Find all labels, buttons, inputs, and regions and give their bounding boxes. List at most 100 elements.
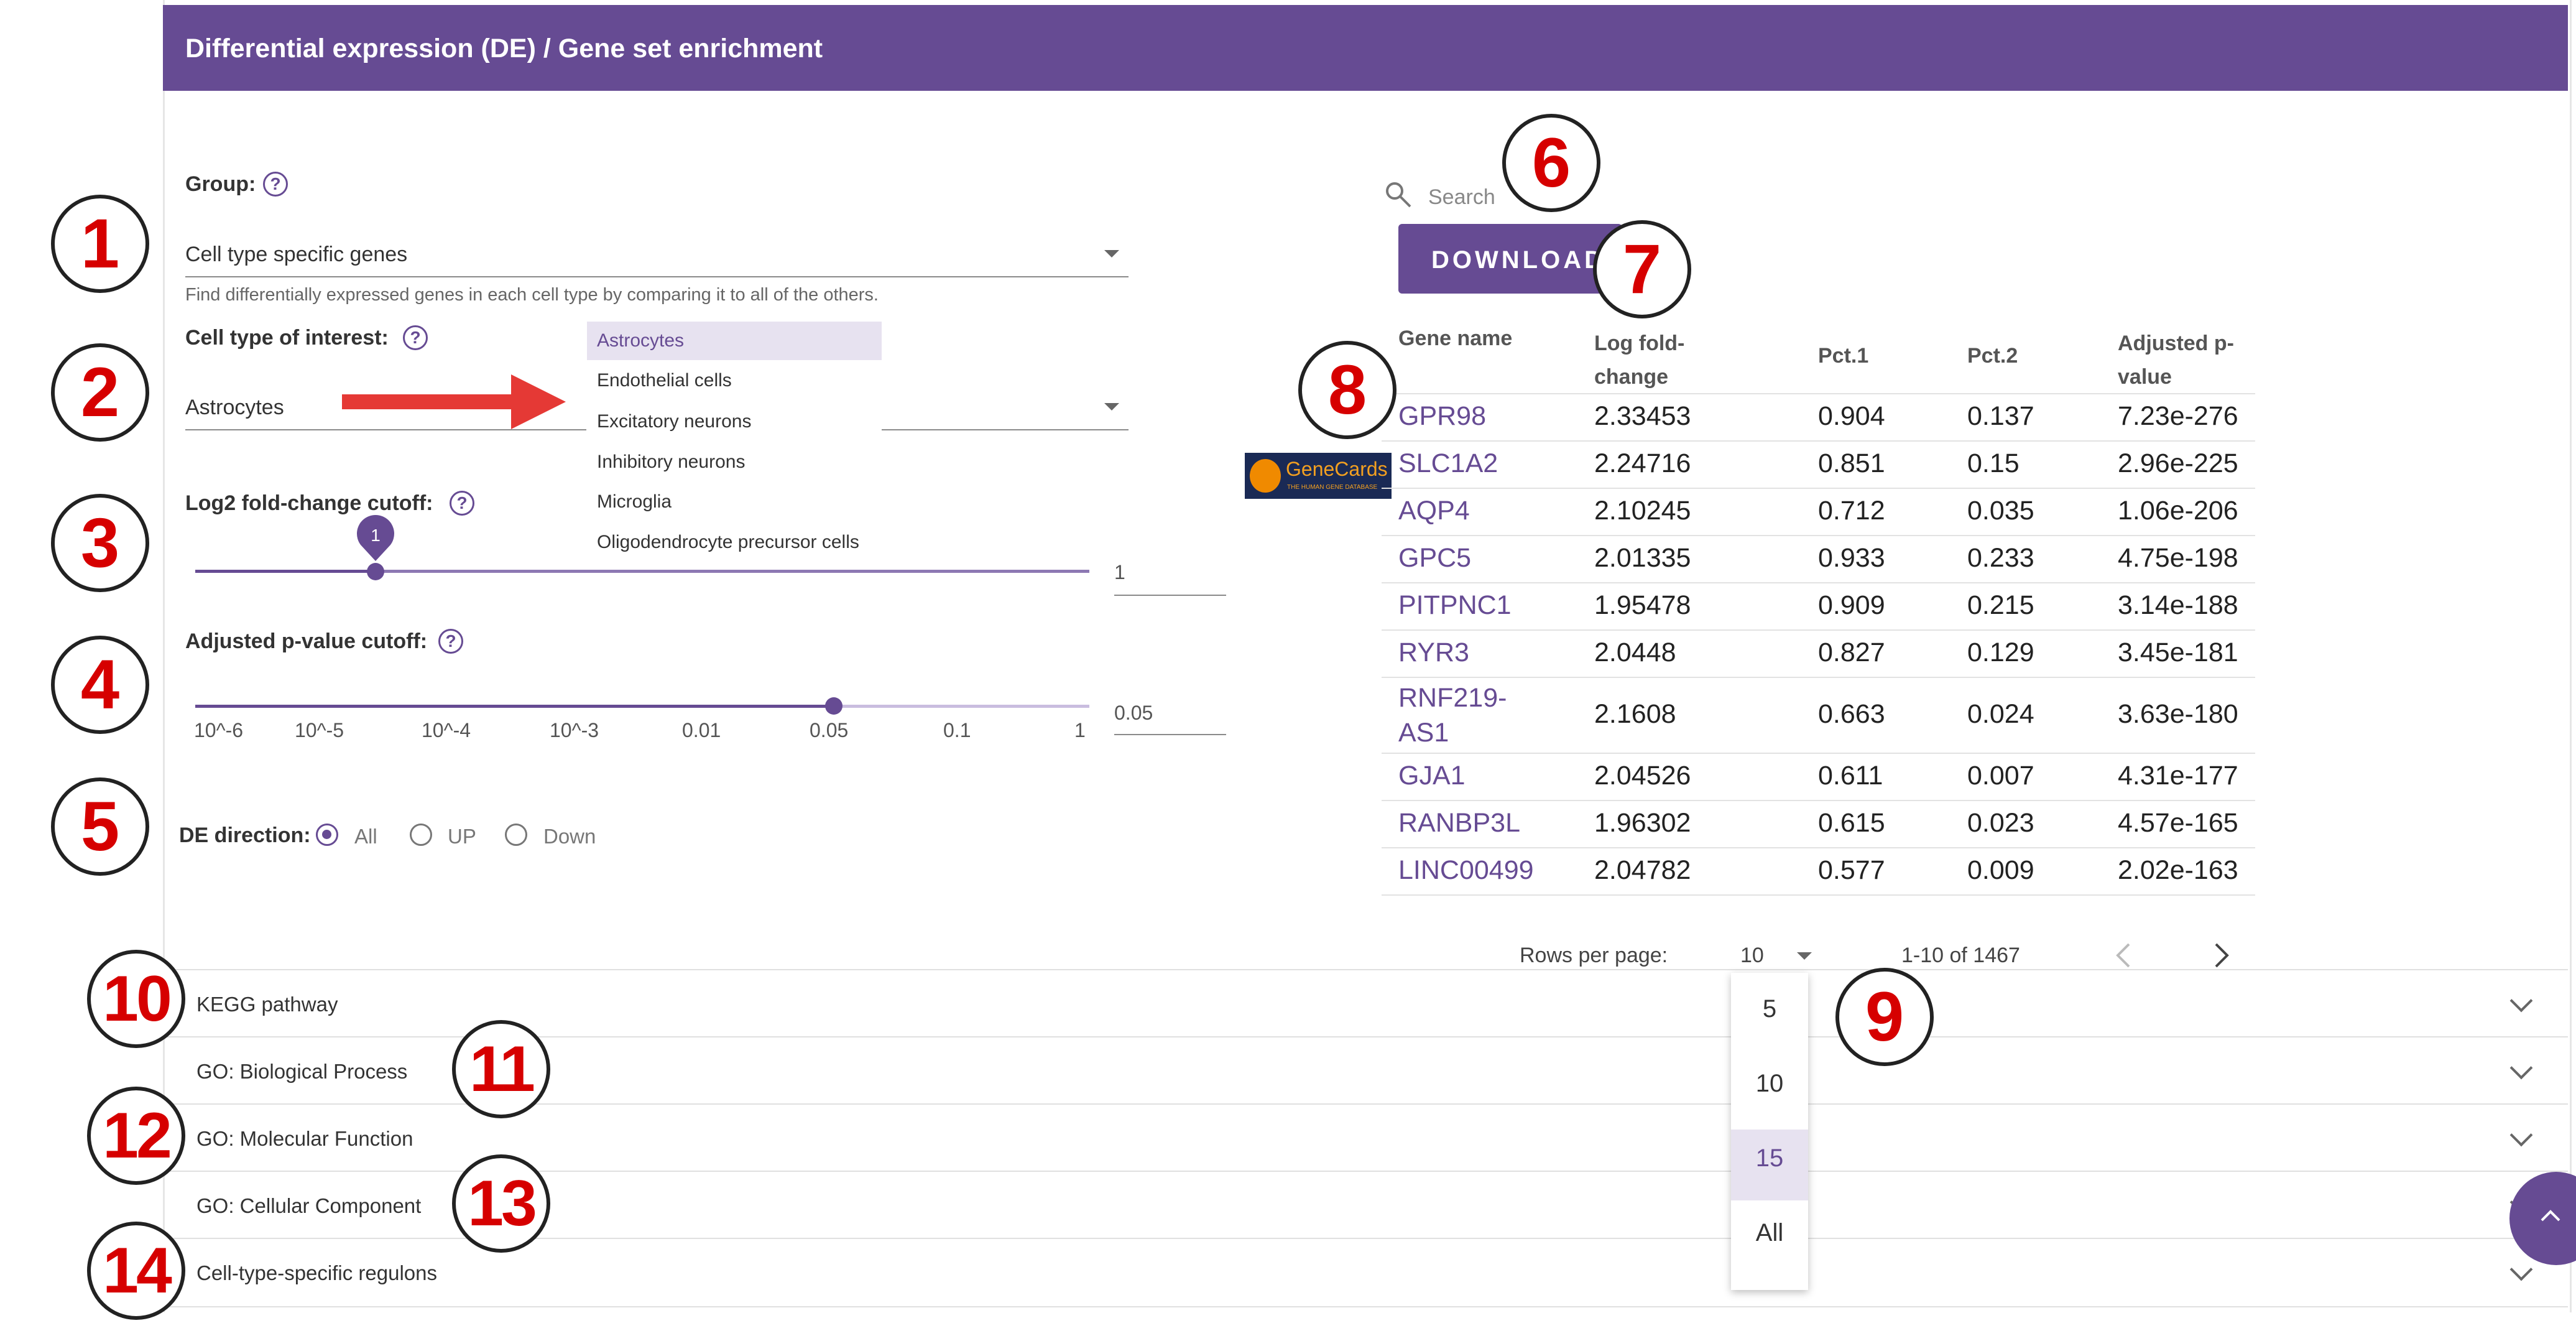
row-gene-name[interactable]: GPR98 bbox=[1398, 401, 1487, 431]
cell-type-select-value[interactable]: Astrocytes bbox=[185, 396, 284, 419]
row-pct1: 0.615 bbox=[1818, 808, 1885, 838]
rows-per-page-select[interactable]: 10 bbox=[1740, 944, 1764, 967]
log2fc-help-icon[interactable]: ? bbox=[450, 491, 474, 516]
row-gene-name[interactable]: AQP4 bbox=[1398, 496, 1470, 526]
rows-option[interactable]: All bbox=[1755, 1219, 1784, 1246]
accordion-go-molecular-function[interactable]: GO: Molecular Function bbox=[196, 1127, 413, 1150]
table-row-divider bbox=[1382, 847, 2255, 848]
row-pct1: 0.904 bbox=[1818, 401, 1885, 431]
rows-option[interactable]: 10 bbox=[1755, 1070, 1784, 1097]
row-gene-name[interactable]: PITPNC1 bbox=[1398, 590, 1512, 620]
row-pct2: 0.009 bbox=[1967, 855, 2034, 885]
row-pct1: 0.663 bbox=[1818, 699, 1885, 729]
row-adjusted-p-value: 2.02e-163 bbox=[2118, 855, 2238, 885]
genecards-logo[interactable]: GeneCards THE HUMAN GENE DATABASE bbox=[1245, 453, 1392, 499]
rows-option[interactable]: 15 bbox=[1755, 1144, 1784, 1172]
row-pct2: 0.15 bbox=[1967, 448, 2020, 478]
option-excitatory-neurons[interactable]: Excitatory neurons bbox=[597, 411, 752, 432]
pvalue-label: Adjusted p-value cutoff: bbox=[185, 629, 428, 653]
download-button[interactable]: DOWNLOAD bbox=[1398, 224, 1622, 294]
svg-text:1: 1 bbox=[371, 526, 381, 545]
cell-type-help-icon[interactable]: ? bbox=[403, 325, 428, 350]
log2fc-input[interactable]: 1 bbox=[1114, 561, 1125, 583]
row-gene-name[interactable]: RYR3 bbox=[1398, 638, 1469, 667]
row-gene-name[interactable]: RANBP3L bbox=[1398, 808, 1520, 838]
radio-down-label: Down bbox=[543, 825, 596, 848]
row-gene-name[interactable]: GPC5 bbox=[1398, 543, 1472, 573]
row-adjusted-p-value: 1.06e-206 bbox=[2118, 496, 2238, 526]
option-oligodendrocyte-precursor-cells[interactable]: Oligodendrocyte precursor cells bbox=[597, 532, 859, 552]
log2fc-slider-track[interactable] bbox=[195, 570, 1089, 573]
table-row-divider bbox=[1382, 753, 2255, 754]
option-inhibitory-neurons[interactable]: Inhibitory neurons bbox=[597, 452, 746, 472]
callout-5: 5 bbox=[51, 777, 149, 876]
chevron-down-icon[interactable] bbox=[1104, 403, 1119, 411]
row-pct2: 0.233 bbox=[1967, 543, 2034, 573]
log2fc-label: Log2 fold-change cutoff: bbox=[185, 491, 433, 515]
callout-9: 9 bbox=[1835, 968, 1934, 1066]
row-pct2: 0.035 bbox=[1967, 496, 2034, 526]
menu-highlight bbox=[1731, 1130, 1808, 1200]
row-pct1: 0.851 bbox=[1818, 448, 1885, 478]
accordion-divider bbox=[163, 1036, 2568, 1037]
pvalue-slider-thumb[interactable] bbox=[825, 697, 843, 715]
row-adjusted-p-value: 4.31e-177 bbox=[2118, 761, 2238, 791]
pvalue-tick: 0.05 bbox=[810, 719, 849, 741]
log2fc-slider-thumb[interactable] bbox=[367, 563, 384, 580]
pagination-bar bbox=[1382, 896, 2405, 969]
col-header-pct2[interactable]: Pct.2 bbox=[1967, 344, 2018, 368]
row-log-fold-change: 2.0448 bbox=[1594, 638, 1676, 667]
group-label: Group: bbox=[185, 172, 256, 196]
pvalue-tick: 10^-6 bbox=[194, 719, 244, 741]
accordion-go-cellular-component[interactable]: GO: Cellular Component bbox=[196, 1194, 422, 1217]
radio-up[interactable] bbox=[410, 824, 432, 846]
rows-option[interactable]: 5 bbox=[1762, 995, 1777, 1023]
callout-7: 7 bbox=[1593, 220, 1691, 318]
radio-all[interactable] bbox=[316, 824, 338, 846]
pvalue-help-icon[interactable]: ? bbox=[438, 629, 463, 654]
callout-1: 1 bbox=[51, 195, 149, 293]
table-row-divider bbox=[1382, 488, 2255, 489]
col-header-log-fold-change[interactable]: Log fold-change bbox=[1594, 332, 1685, 389]
pvalue-tick: 10^-5 bbox=[295, 719, 344, 741]
chevron-right-icon[interactable] bbox=[2211, 942, 2232, 969]
group-select-value[interactable]: Cell type specific genes bbox=[185, 243, 408, 266]
option-endothelial-cells[interactable]: Endothelial cells bbox=[597, 370, 732, 391]
row-gene-name[interactable]: RNF219-AS1 bbox=[1398, 683, 1507, 748]
genecards-logo-text: GeneCards bbox=[1286, 458, 1388, 480]
col-header-adjusted-p-value[interactable]: Adjusted p-value bbox=[2118, 332, 2234, 389]
accordion-cell-type-specific-regulons[interactable]: Cell-type-specific regulons bbox=[196, 1261, 437, 1284]
accordion-kegg-pathway[interactable]: KEGG pathway bbox=[196, 993, 338, 1016]
group-help-icon[interactable]: ? bbox=[263, 172, 288, 197]
chevron-up-icon bbox=[2541, 1210, 2560, 1222]
row-log-fold-change: 2.24716 bbox=[1594, 448, 1691, 478]
accordion-go-biological-process[interactable]: GO: Biological Process bbox=[196, 1060, 408, 1083]
radio-down[interactable] bbox=[505, 824, 527, 846]
col-header-pct1[interactable]: Pct.1 bbox=[1818, 344, 1869, 368]
row-gene-name[interactable]: LINC00499 bbox=[1398, 855, 1534, 885]
row-adjusted-p-value: 7.23e-276 bbox=[2118, 401, 2238, 431]
option-microglia[interactable]: Microglia bbox=[597, 491, 672, 512]
cell-type-label: Cell type of interest: bbox=[185, 326, 389, 350]
chevron-down-icon[interactable] bbox=[1104, 250, 1119, 258]
log2fc-input-underline bbox=[1114, 595, 1226, 596]
accordion-divider bbox=[163, 1103, 2568, 1105]
row-adjusted-p-value: 3.45e-181 bbox=[2118, 638, 2238, 667]
red-arrow-annotation bbox=[342, 374, 566, 429]
callout-12: 12 bbox=[87, 1087, 185, 1185]
chevron-left-icon[interactable] bbox=[2113, 942, 2134, 969]
pvalue-input[interactable]: 0.05 bbox=[1114, 702, 1153, 724]
row-pct1: 0.611 bbox=[1818, 761, 1883, 791]
chevron-down-icon[interactable] bbox=[1797, 952, 1812, 960]
row-pct2: 0.129 bbox=[1967, 638, 2034, 667]
row-gene-name[interactable]: GJA1 bbox=[1398, 761, 1466, 791]
accordion-divider bbox=[163, 1238, 2568, 1239]
col-header-gene-name[interactable]: Gene name bbox=[1398, 327, 1513, 350]
option-astrocytes[interactable]: Astrocytes bbox=[597, 330, 685, 351]
cell-type-underline-right bbox=[882, 429, 1129, 430]
search-input[interactable]: Search bbox=[1428, 185, 1495, 209]
row-log-fold-change: 2.10245 bbox=[1594, 496, 1691, 526]
row-adjusted-p-value: 4.75e-198 bbox=[2118, 543, 2238, 573]
row-gene-name[interactable]: SLC1A2 bbox=[1398, 448, 1498, 478]
row-pct2: 0.023 bbox=[1967, 808, 2034, 838]
